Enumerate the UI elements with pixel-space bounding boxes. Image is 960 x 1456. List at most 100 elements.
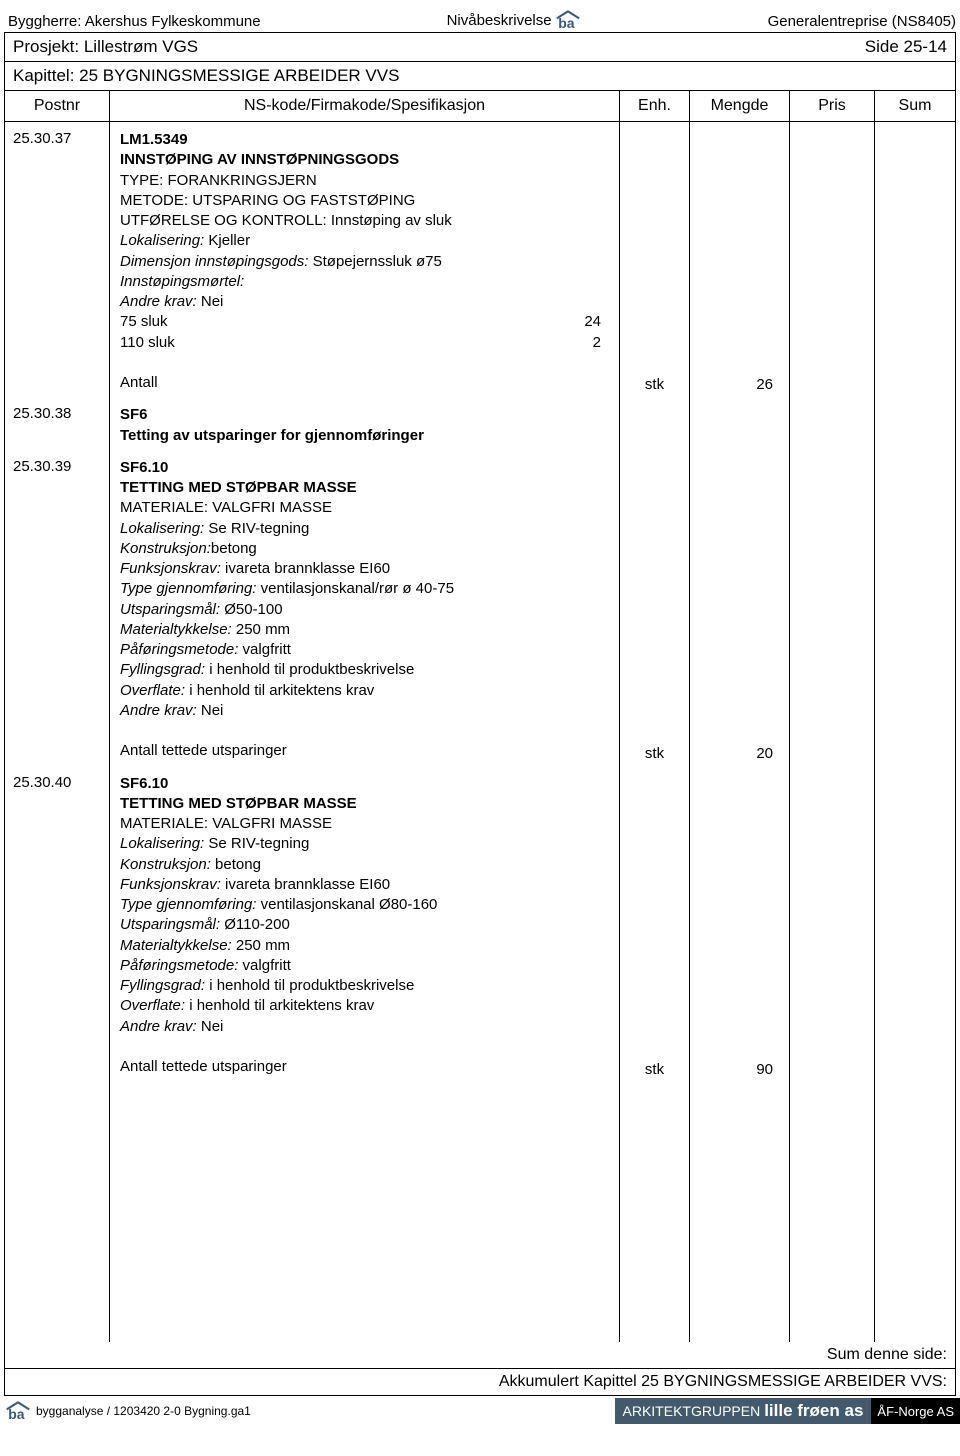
footer-akk: Akkumulert Kapittel 25 BYGNINGSMESSIGE A… bbox=[5, 1368, 955, 1395]
chapter-row: Kapittel: 25 BYGNINGSMESSIGE ARBEIDER VV… bbox=[5, 62, 955, 91]
item-mengde-cell: 26 bbox=[698, 130, 781, 405]
item-spec-label: Andre krav: bbox=[120, 702, 197, 719]
spacer-line bbox=[120, 1037, 609, 1057]
body-col-pris bbox=[790, 122, 875, 1342]
item-postnr: 25.30.40 bbox=[13, 774, 101, 791]
item-spec-value: i henhold til produktbeskrivelse bbox=[205, 661, 414, 678]
item-spec-line: Lokalisering: Kjeller bbox=[120, 231, 609, 251]
item-spec-label: Type gjennomføring: bbox=[120, 580, 256, 597]
item-enh-cell: stk bbox=[624, 130, 685, 405]
item-spec-line: Andre krav: Nei bbox=[120, 1017, 609, 1037]
item-code: LM1.5349 bbox=[120, 130, 609, 150]
item-spec-label: Lokalisering: bbox=[120, 835, 204, 852]
item-spec-value: Nei bbox=[197, 293, 224, 310]
item-mengde-cell bbox=[698, 405, 781, 458]
item-spec-line: Konstruksjon: betong bbox=[120, 855, 609, 875]
item-mengde: 26 bbox=[756, 376, 773, 393]
body-col-spec: LM1.5349INNSTØPING AV INNSTØPNINGSGODSTY… bbox=[110, 122, 620, 1342]
item-spec-line: Funksjonskrav: ivareta brannklasse EI60 bbox=[120, 875, 609, 895]
item-block: LM1.5349INNSTØPING AV INNSTØPNINGSGODSTY… bbox=[120, 130, 609, 405]
item-mengde-cell: 20 bbox=[698, 458, 781, 774]
item-spec-label: Funksjonskrav: bbox=[120, 876, 221, 893]
item-spec-label: Fyllingsgrad: bbox=[120, 977, 205, 994]
body-col-mengde: 26 20 90 bbox=[690, 122, 790, 1342]
item-spec-label: Andre krav: bbox=[120, 293, 197, 310]
item-enh: stk bbox=[624, 1061, 685, 1078]
item-spec-line: UTFØRELSE OG KONTROLL: Innstøping av slu… bbox=[120, 211, 609, 231]
item-title: Tetting av utsparinger for gjennomføring… bbox=[120, 426, 609, 446]
item-spec-value: i henhold til arkitektens krav bbox=[185, 682, 374, 699]
col-header-sum: Sum bbox=[875, 91, 955, 121]
block-spacer bbox=[120, 446, 609, 458]
block-spacer bbox=[120, 1077, 609, 1089]
col-header-spec: NS-kode/Firmakode/Spesifikasjon bbox=[110, 91, 620, 121]
item-spec-line: METODE: UTSPARING OG FASTSTØPING bbox=[120, 191, 609, 211]
item-spec-value: ventilasjonskanal/rør ø 40-75 bbox=[256, 580, 454, 597]
item-spec-line: TYPE: FORANKRINGSJERN bbox=[120, 171, 609, 191]
item-spec-label: Påføringsmetode: bbox=[120, 957, 238, 974]
col-header-pris: Pris bbox=[790, 91, 875, 121]
item-spec-line: Materialtykkelse: 250 mm bbox=[120, 620, 609, 640]
item-spec-label: Konstruksjon: bbox=[120, 540, 211, 557]
item-spec-line: Utsparingsmål: Ø50-100 bbox=[120, 600, 609, 620]
item-mengde-cell: 90 bbox=[698, 774, 781, 1090]
top-header: Byggherre: Akershus Fylkeskommune Nivåbe… bbox=[0, 10, 960, 32]
page: Byggherre: Akershus Fylkeskommune Nivåbe… bbox=[0, 0, 960, 1424]
item-spec-label: Andre krav: bbox=[120, 1018, 197, 1035]
body-col-enh: stkstkstk bbox=[620, 122, 690, 1342]
item-spec-line: Type gjennomføring: ventilasjonskanal Ø8… bbox=[120, 895, 609, 915]
item-spec-line: Materialtykkelse: 250 mm bbox=[120, 936, 609, 956]
item-spec-value: Nei bbox=[197, 702, 224, 719]
item-spec-line: 75 sluk24 bbox=[120, 312, 609, 332]
header-center: Nivåbeskrivelse ba bbox=[447, 10, 582, 30]
item-spec-label: Type gjennomføring: bbox=[120, 896, 256, 913]
svg-text:ba: ba bbox=[558, 15, 575, 29]
item-spec-label: Funksjonskrav: bbox=[120, 560, 221, 577]
header-right: Generalentreprise (NS8405) bbox=[768, 13, 956, 30]
header-left: Byggherre: Akershus Fylkeskommune bbox=[8, 13, 261, 30]
item-spec-line: Konstruksjon:betong bbox=[120, 539, 609, 559]
item-postnr-cell: 25.30.38 bbox=[13, 405, 101, 458]
item-total-label: Antall tettede utsparinger bbox=[120, 741, 609, 761]
item-total-label: Antall tettede utsparinger bbox=[120, 1057, 609, 1077]
item-spec-line: Fyllingsgrad: i henhold til produktbeskr… bbox=[120, 660, 609, 680]
item-spec-line: Type gjennomføring: ventilasjonskanal/rø… bbox=[120, 579, 609, 599]
item-spec-line: Andre krav: Nei bbox=[120, 292, 609, 312]
item-spec-value: 250 mm bbox=[232, 937, 290, 954]
col-header-mengde: Mengde bbox=[690, 91, 790, 121]
footer-left-text: bygganalyse / 1203420 2-0 Bygning.ga1 bbox=[36, 1404, 251, 1418]
item-spec-line: Lokalisering: Se RIV-tegning bbox=[120, 834, 609, 854]
item-code: SF6.10 bbox=[120, 774, 609, 794]
item-spec-label: Innstøpingsmørtel: bbox=[120, 273, 244, 290]
ba-logo-footer-icon: ba bbox=[4, 1401, 32, 1421]
item-spec-label: Utsparingsmål: bbox=[120, 601, 220, 618]
item-spec-rhs: 24 bbox=[584, 312, 601, 332]
item-mengde: 90 bbox=[756, 1061, 773, 1078]
spacer-line bbox=[120, 721, 609, 741]
af-norge-badge: ÅF-Norge AS bbox=[871, 1398, 960, 1424]
footer-left: ba bygganalyse / 1203420 2-0 Bygning.ga1 bbox=[4, 1401, 251, 1421]
footer-bar: ba bygganalyse / 1203420 2-0 Bygning.ga1… bbox=[0, 1398, 960, 1424]
footer-right: ARKITEKTGRUPPEN lille frøen as ÅF-Norge … bbox=[615, 1398, 960, 1424]
columns-header: Postnr NS-kode/Firmakode/Spesifikasjon E… bbox=[5, 91, 955, 122]
item-total-label: Antall bbox=[120, 373, 609, 393]
project-row: Prosjekt: Lillestrøm VGS Side 25-14 bbox=[5, 33, 955, 62]
item-spec-value: Se RIV-tegning bbox=[204, 835, 309, 852]
item-spec-value: Ø50-100 bbox=[220, 601, 283, 618]
item-spec-line: Påføringsmetode: valgfritt bbox=[120, 956, 609, 976]
item-spec-label: Utsparingsmål: bbox=[120, 916, 220, 933]
af-text: ÅF-Norge AS bbox=[877, 1404, 954, 1419]
item-spec-label: Overflate: bbox=[120, 997, 185, 1014]
item-spec-line: Påføringsmetode: valgfritt bbox=[120, 640, 609, 660]
ark-name: lille frøen as bbox=[764, 1401, 863, 1421]
main-box: Prosjekt: Lillestrøm VGS Side 25-14 Kapi… bbox=[4, 32, 956, 1396]
body-col-sum bbox=[875, 122, 955, 1342]
item-spec-label: Fyllingsgrad: bbox=[120, 661, 205, 678]
item-spec-line: Utsparingsmål: Ø110-200 bbox=[120, 915, 609, 935]
block-spacer bbox=[120, 762, 609, 774]
item-enh: stk bbox=[624, 376, 685, 393]
item-title: TETTING MED STØPBAR MASSE bbox=[120, 794, 609, 814]
item-spec-value: Se RIV-tegning bbox=[204, 520, 309, 537]
item-enh-cell bbox=[624, 405, 685, 458]
item-postnr: 25.30.38 bbox=[13, 405, 101, 422]
